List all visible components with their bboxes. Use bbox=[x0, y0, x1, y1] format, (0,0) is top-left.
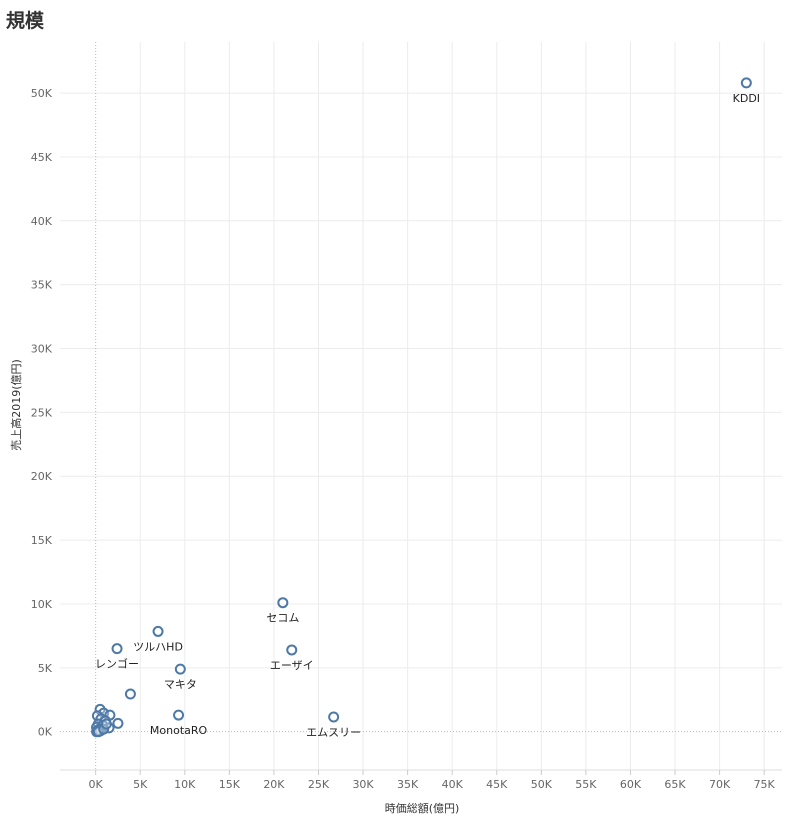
point-label: レンゴー bbox=[95, 657, 139, 671]
y-tick-label: 0K bbox=[38, 726, 53, 739]
x-tick-label: 60K bbox=[620, 778, 642, 791]
y-axis-label: 売上高2019(億円) bbox=[9, 359, 23, 451]
data-point[interactable] bbox=[100, 718, 112, 730]
data-point[interactable] bbox=[92, 726, 104, 738]
y-tick-label: 30K bbox=[31, 343, 53, 356]
y-tick-label: 35K bbox=[31, 279, 53, 292]
y-tick-label: 40K bbox=[31, 215, 53, 228]
data-point[interactable] bbox=[152, 625, 164, 637]
x-tick-label: 70K bbox=[709, 778, 731, 791]
x-tick-label: 35K bbox=[397, 778, 419, 791]
data-point[interactable] bbox=[740, 77, 752, 89]
x-tick-label: 45K bbox=[486, 778, 508, 791]
x-tick-label: 30K bbox=[352, 778, 374, 791]
data-point[interactable] bbox=[112, 717, 124, 729]
x-tick-label: 75K bbox=[754, 778, 776, 791]
y-axis-ticks: 0K 5K 10K 15K 20K 25K 30K 35K 40K 45K 50K bbox=[31, 87, 53, 739]
x-tick-label: 50K bbox=[531, 778, 553, 791]
x-tick-label: 10K bbox=[174, 778, 196, 791]
data-point[interactable] bbox=[124, 688, 136, 700]
data-point[interactable] bbox=[173, 709, 185, 721]
x-tick-label: 0K bbox=[89, 778, 104, 791]
data-point[interactable] bbox=[111, 643, 123, 655]
grid-lines bbox=[60, 42, 782, 770]
x-tick-label: 20K bbox=[263, 778, 285, 791]
point-label: ツルハHD bbox=[133, 640, 183, 653]
x-tick-label: 15K bbox=[219, 778, 241, 791]
point-label: マキタ bbox=[164, 678, 197, 691]
y-tick-label: 25K bbox=[31, 406, 53, 419]
data-point[interactable] bbox=[277, 597, 289, 609]
point-label: エーザイ bbox=[270, 659, 314, 672]
y-tick-label: 50K bbox=[31, 87, 53, 100]
zero-lines bbox=[60, 42, 782, 771]
x-tick-label: 65K bbox=[664, 778, 686, 791]
point-label: KDDI bbox=[733, 92, 760, 105]
x-tick-label: 55K bbox=[575, 778, 597, 791]
y-tick-label: 20K bbox=[31, 470, 53, 483]
x-tick-label: 5K bbox=[133, 778, 148, 791]
x-tick-label: 25K bbox=[308, 778, 330, 791]
page-title: 規模 bbox=[6, 10, 45, 32]
y-tick-label: 45K bbox=[31, 151, 53, 164]
data-point[interactable] bbox=[174, 663, 186, 675]
point-label: セコム bbox=[266, 612, 299, 625]
point-label: エムスリー bbox=[306, 726, 361, 739]
point-label: MonotaRO bbox=[150, 724, 208, 737]
y-tick-label: 10K bbox=[31, 598, 53, 611]
y-tick-label: 5K bbox=[38, 662, 53, 675]
data-points bbox=[91, 77, 752, 738]
data-point[interactable] bbox=[286, 644, 298, 656]
y-tick-label: 15K bbox=[31, 534, 53, 547]
x-axis-ticks: 0K 5K 10K 15K 20K 25K 30K 35K 40K 45K 50K 55K 60K 65K… bbox=[89, 770, 776, 791]
x-tick-label: 40K bbox=[442, 778, 464, 791]
x-axis-label: 時価総額(億円) bbox=[385, 801, 460, 815]
data-point[interactable] bbox=[328, 711, 340, 723]
